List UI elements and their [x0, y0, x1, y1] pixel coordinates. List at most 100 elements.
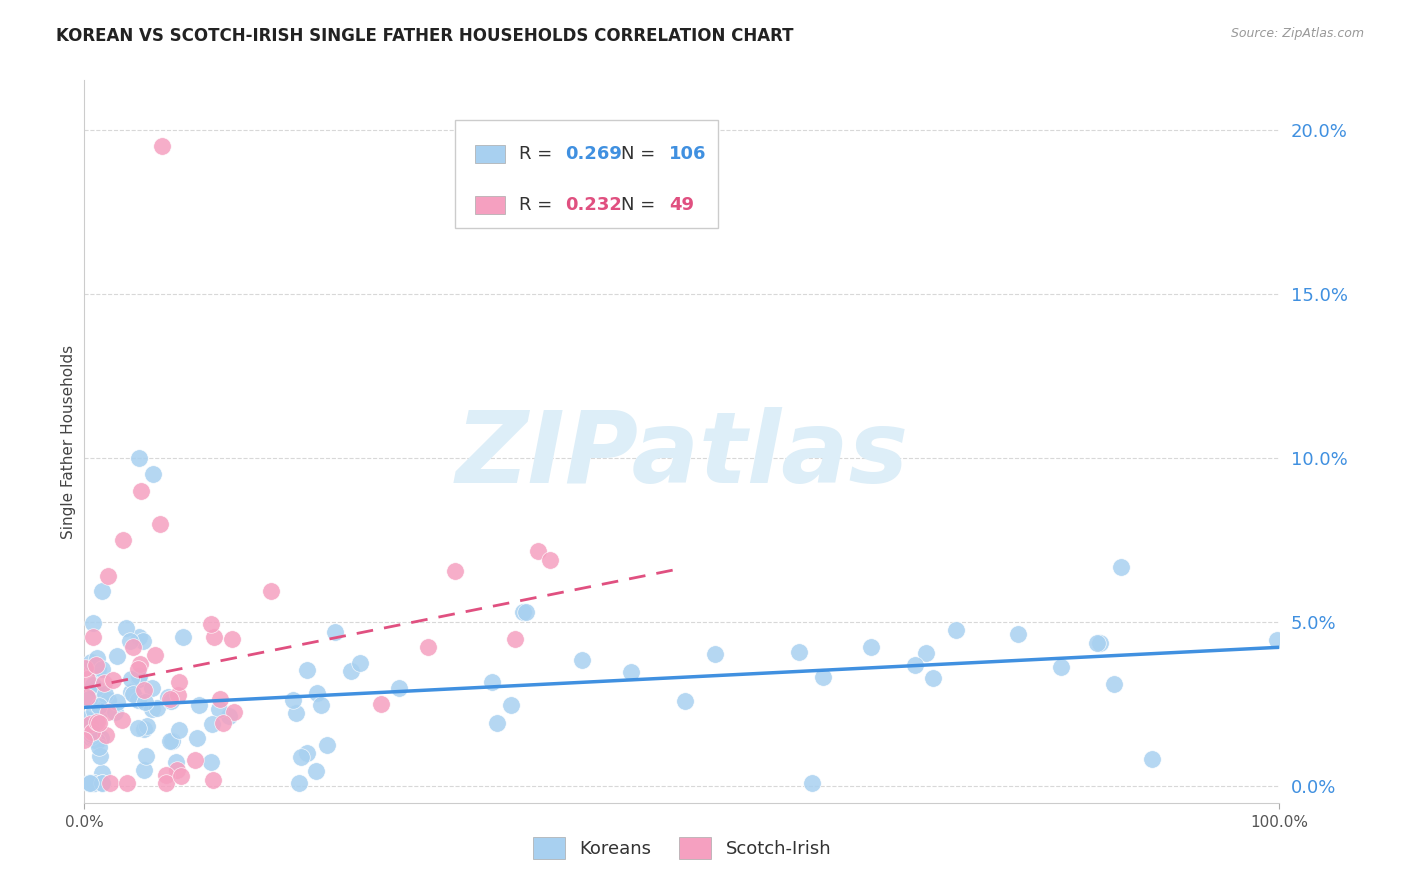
Point	[323, 625, 346, 640]
Point	[388, 681, 411, 695]
Point	[515, 606, 537, 620]
Point	[97, 693, 120, 707]
Point	[620, 665, 643, 679]
FancyBboxPatch shape	[475, 195, 505, 213]
Text: R =: R =	[519, 195, 558, 213]
Point	[128, 673, 150, 687]
Point	[260, 583, 283, 598]
Point	[166, 688, 188, 702]
Point	[285, 706, 308, 720]
Point	[418, 640, 440, 654]
Point	[90, 765, 112, 780]
Text: N =: N =	[621, 145, 661, 163]
Point	[131, 483, 153, 498]
Point	[155, 768, 177, 782]
Point	[571, 653, 593, 667]
Point	[127, 693, 149, 707]
Point	[1140, 752, 1163, 766]
Point	[1088, 636, 1111, 650]
Point	[120, 673, 142, 687]
Point	[222, 705, 245, 719]
Point	[87, 698, 110, 713]
Point	[143, 648, 166, 662]
Point	[84, 657, 107, 672]
Point	[526, 544, 548, 558]
Point	[86, 662, 108, 676]
Point	[90, 776, 112, 790]
Point	[129, 657, 152, 672]
Point	[111, 714, 134, 728]
Point	[281, 692, 304, 706]
FancyBboxPatch shape	[475, 145, 505, 163]
Point	[1007, 627, 1029, 641]
Point	[91, 776, 114, 790]
Point	[311, 698, 333, 712]
Point	[83, 714, 105, 728]
Point	[86, 714, 108, 729]
Point	[134, 683, 156, 698]
Point	[160, 694, 183, 708]
Point	[169, 674, 191, 689]
Point	[94, 728, 117, 742]
Point	[90, 703, 112, 717]
Point	[703, 647, 725, 661]
Point	[83, 776, 105, 790]
Text: 49: 49	[669, 195, 693, 213]
Point	[97, 568, 120, 582]
Point	[370, 697, 392, 711]
Point	[170, 768, 193, 782]
Point	[93, 687, 115, 701]
Point	[112, 533, 135, 547]
Point	[86, 651, 108, 665]
Point	[115, 621, 138, 635]
Point	[76, 690, 98, 705]
Point	[295, 746, 318, 760]
Point	[82, 616, 104, 631]
Point	[218, 708, 240, 723]
Point	[202, 630, 225, 644]
Point	[76, 672, 98, 686]
Point	[105, 695, 128, 709]
Point	[486, 716, 509, 731]
Point	[134, 695, 156, 709]
Point	[146, 700, 169, 714]
Point	[538, 552, 561, 566]
Point	[162, 734, 184, 748]
Point	[98, 776, 121, 790]
Text: KOREAN VS SCOTCH-IRISH SINGLE FATHER HOUSEHOLDS CORRELATION CHART: KOREAN VS SCOTCH-IRISH SINGLE FATHER HOU…	[56, 27, 794, 45]
Point	[80, 655, 103, 669]
Point	[787, 645, 810, 659]
Point	[860, 640, 883, 654]
Legend: Koreans, Scotch-Irish: Koreans, Scotch-Irish	[526, 830, 838, 866]
Point	[132, 634, 155, 648]
Point	[79, 730, 101, 744]
Point	[150, 139, 173, 153]
Point	[481, 675, 503, 690]
Point	[121, 687, 143, 701]
Point	[288, 776, 311, 790]
Text: N =: N =	[621, 195, 661, 213]
Y-axis label: Single Father Households: Single Father Households	[60, 344, 76, 539]
Point	[155, 776, 177, 790]
Point	[84, 681, 107, 695]
Point	[80, 727, 103, 741]
Point	[77, 776, 100, 790]
Point	[184, 753, 207, 767]
Point	[209, 691, 232, 706]
Point	[501, 698, 523, 712]
Point	[202, 772, 225, 787]
Point	[172, 631, 194, 645]
Point	[915, 646, 938, 660]
Point	[208, 701, 231, 715]
Point	[89, 739, 111, 754]
Point	[89, 716, 111, 731]
Point	[132, 722, 155, 736]
Point	[201, 716, 224, 731]
Point	[90, 662, 112, 676]
Point	[945, 623, 967, 637]
Point	[159, 692, 181, 706]
Point	[90, 731, 112, 745]
Point	[120, 685, 142, 699]
Point	[165, 756, 187, 770]
Point	[1087, 635, 1109, 649]
